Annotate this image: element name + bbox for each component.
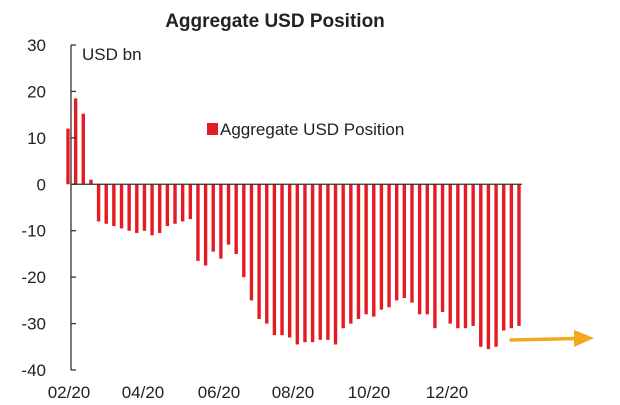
x-tick-label: 04/20 bbox=[122, 383, 165, 402]
bar bbox=[249, 184, 254, 301]
bar bbox=[265, 184, 269, 324]
y-tick-marks bbox=[71, 44, 76, 371]
bar bbox=[364, 184, 368, 315]
bar bbox=[257, 184, 261, 319]
bar bbox=[272, 184, 277, 336]
y-tick-label: 0 bbox=[37, 175, 46, 194]
bar bbox=[211, 184, 215, 252]
bar bbox=[433, 184, 437, 329]
bar bbox=[234, 184, 238, 254]
bar bbox=[142, 184, 147, 231]
bar bbox=[349, 184, 353, 324]
bar-series bbox=[66, 98, 521, 350]
bar bbox=[89, 179, 93, 185]
x-tick-label: 10/20 bbox=[348, 383, 391, 402]
bar bbox=[517, 184, 521, 326]
bar bbox=[440, 184, 445, 312]
arrow-head bbox=[574, 330, 594, 347]
legend-swatch bbox=[207, 123, 218, 135]
bar bbox=[394, 184, 399, 301]
bar bbox=[180, 184, 185, 222]
y-tick-label: -20 bbox=[21, 268, 46, 287]
bar bbox=[295, 184, 300, 345]
bar bbox=[494, 184, 498, 347]
bar bbox=[81, 113, 85, 185]
legend: Aggregate USD Position bbox=[207, 120, 404, 139]
bar bbox=[372, 184, 376, 317]
bar bbox=[318, 184, 322, 340]
bar bbox=[242, 184, 246, 278]
bar bbox=[502, 184, 506, 331]
bar bbox=[509, 184, 514, 329]
bar bbox=[226, 184, 231, 245]
y-tick-label: 30 bbox=[27, 36, 46, 55]
x-tick-label: 06/20 bbox=[198, 383, 241, 402]
bar bbox=[303, 184, 307, 343]
bar bbox=[150, 184, 154, 236]
y-tick-label: 20 bbox=[27, 82, 46, 101]
bar bbox=[448, 184, 452, 324]
bar bbox=[402, 184, 407, 299]
bar bbox=[333, 184, 338, 345]
bar bbox=[456, 184, 460, 329]
bar bbox=[127, 184, 131, 231]
bar bbox=[165, 184, 170, 227]
bar bbox=[387, 184, 391, 308]
arrow-shaft bbox=[509, 336, 579, 342]
bar bbox=[112, 184, 116, 227]
bar bbox=[203, 184, 208, 266]
bar bbox=[188, 184, 193, 220]
bar bbox=[173, 184, 177, 224]
bar bbox=[104, 184, 108, 224]
bar bbox=[425, 184, 429, 315]
y-axis-unit-label: USD bn bbox=[82, 45, 142, 64]
bar bbox=[379, 184, 384, 310]
x-tick-label: 08/20 bbox=[272, 383, 315, 402]
bar bbox=[310, 184, 315, 343]
bar bbox=[158, 184, 162, 234]
x-tick-label: 12/20 bbox=[426, 383, 469, 402]
bar bbox=[356, 184, 361, 319]
bar bbox=[287, 184, 292, 338]
bar bbox=[196, 184, 200, 261]
bar bbox=[417, 184, 422, 315]
bar bbox=[471, 184, 475, 326]
legend-label: Aggregate USD Position bbox=[220, 120, 404, 139]
y-tick-label: -10 bbox=[21, 222, 46, 241]
bar bbox=[219, 184, 223, 259]
y-tick-label: 10 bbox=[27, 129, 46, 148]
bar bbox=[326, 184, 330, 340]
y-tick-labels: 30 20 10 0 -10 -20 -30 -40 bbox=[21, 36, 46, 380]
bar bbox=[486, 184, 491, 350]
bar bbox=[463, 184, 468, 329]
chart-title: Aggregate USD Position bbox=[165, 11, 385, 32]
x-tick-labels: 02/20 04/20 06/20 08/20 10/20 12/20 bbox=[48, 383, 469, 402]
x-tick-label: 02/20 bbox=[48, 383, 91, 402]
bar bbox=[119, 184, 124, 229]
bar bbox=[479, 184, 483, 347]
arrow-annotation bbox=[509, 330, 594, 347]
bar bbox=[73, 98, 78, 185]
bar bbox=[96, 184, 101, 222]
y-tick-label: -40 bbox=[21, 361, 46, 380]
bar bbox=[341, 184, 345, 329]
bar bbox=[135, 184, 139, 234]
bar bbox=[66, 128, 70, 185]
bar bbox=[410, 184, 414, 303]
bar bbox=[280, 184, 284, 336]
y-tick-label: -30 bbox=[21, 315, 46, 334]
